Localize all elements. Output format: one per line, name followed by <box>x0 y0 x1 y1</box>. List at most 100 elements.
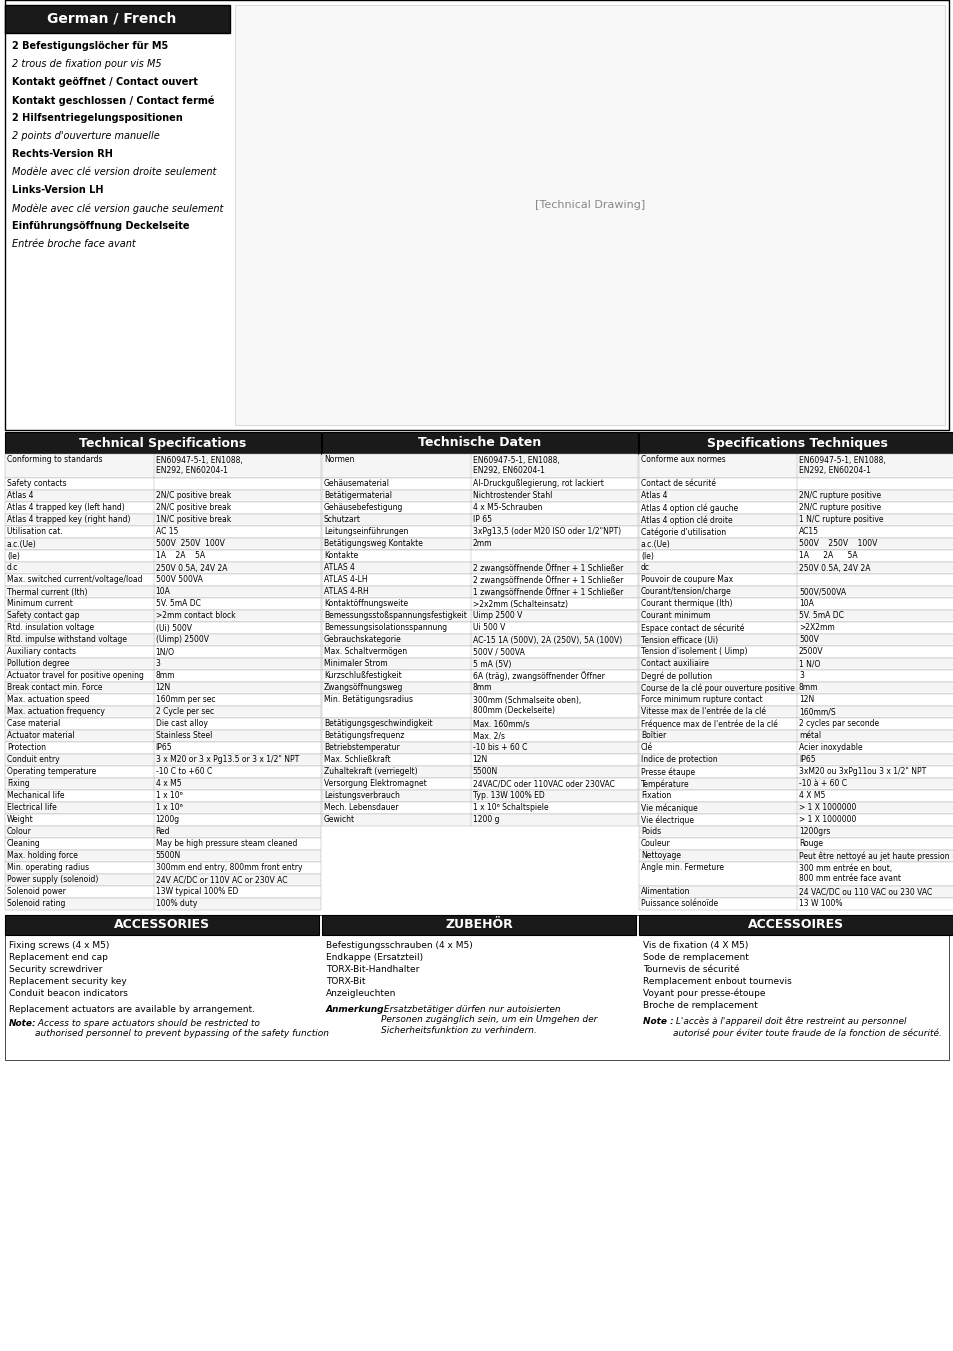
Text: 13W typical 100% ED: 13W typical 100% ED <box>155 888 237 897</box>
Bar <box>5 658 320 670</box>
Text: (le): (le) <box>640 551 653 561</box>
Text: Max. 160mm/s: Max. 160mm/s <box>472 720 529 728</box>
Text: Vitesse max de l'entrée de la clé: Vitesse max de l'entrée de la clé <box>640 708 765 716</box>
Text: 4 x M5-Schrauben: 4 x M5-Schrauben <box>472 504 541 512</box>
Text: Replacement security key: Replacement security key <box>9 977 127 986</box>
Text: Kurzschlußfestigkeit: Kurzschlußfestigkeit <box>324 671 401 681</box>
Bar <box>639 503 953 513</box>
Bar <box>5 915 318 935</box>
Bar <box>5 838 320 850</box>
Text: Case material: Case material <box>7 720 60 728</box>
Text: 12N: 12N <box>472 755 487 765</box>
Text: 10A: 10A <box>155 588 171 597</box>
Text: 2 zwangsöffnende Öffner + 1 Schließer: 2 zwangsöffnende Öffner + 1 Schließer <box>472 563 622 573</box>
Text: EN60947-5-1, EN1088,
EN292, EN60204-1: EN60947-5-1, EN1088, EN292, EN60204-1 <box>155 455 242 476</box>
Text: 1200grs: 1200grs <box>799 828 829 836</box>
Text: Actuator material: Actuator material <box>7 731 74 740</box>
Text: 1 x 10⁶ Schaltspiele: 1 x 10⁶ Schaltspiele <box>472 804 548 812</box>
Text: Contact auxiliaire: Contact auxiliaire <box>640 659 708 669</box>
Bar <box>5 538 320 550</box>
Text: Vis de fixation (4 X M5): Vis de fixation (4 X M5) <box>642 942 747 950</box>
Bar <box>639 634 953 646</box>
Text: Leitungseinführungen: Leitungseinführungen <box>324 527 408 536</box>
Bar <box>322 815 638 825</box>
Bar <box>5 513 320 526</box>
Text: EN60947-5-1, EN1088,
EN292, EN60204-1: EN60947-5-1, EN1088, EN292, EN60204-1 <box>472 455 558 476</box>
Text: Angle min. Fermeture: Angle min. Fermeture <box>640 863 723 873</box>
Text: 1A      2A      5A: 1A 2A 5A <box>799 551 857 561</box>
Text: 1200g: 1200g <box>155 816 179 824</box>
Text: métal: métal <box>799 731 821 740</box>
Text: 12N: 12N <box>155 684 171 693</box>
Text: Min. operating radius: Min. operating radius <box>7 863 89 873</box>
Text: d.c: d.c <box>7 563 18 573</box>
Text: 1 x 10⁶: 1 x 10⁶ <box>155 792 182 801</box>
Text: Température: Température <box>640 780 689 789</box>
Bar <box>5 754 320 766</box>
Text: Pollution degree: Pollution degree <box>7 659 70 669</box>
Text: 24 VAC/DC ou 110 VAC ou 230 VAC: 24 VAC/DC ou 110 VAC ou 230 VAC <box>799 888 931 897</box>
Text: Replacement actuators are available by arrangement.: Replacement actuators are available by a… <box>9 1005 254 1015</box>
Bar <box>639 825 953 838</box>
Text: Atlas 4 option clé gauche: Atlas 4 option clé gauche <box>640 504 738 513</box>
Bar <box>639 621 953 634</box>
Text: Boîtier: Boîtier <box>640 731 665 740</box>
Bar <box>322 670 638 682</box>
Text: 1 N/O: 1 N/O <box>799 659 820 669</box>
Bar <box>5 730 320 742</box>
Bar <box>322 646 638 658</box>
Text: Betätigermaterial: Betätigermaterial <box>324 492 392 500</box>
Bar <box>5 432 320 454</box>
Text: 160mm per sec: 160mm per sec <box>155 696 214 704</box>
Bar <box>5 898 320 911</box>
Text: Befestigungsschrauben (4 x M5): Befestigungsschrauben (4 x M5) <box>326 942 473 950</box>
Text: 2N/C rupture positive: 2N/C rupture positive <box>799 492 881 500</box>
Text: Presse étaupe: Presse étaupe <box>640 767 695 777</box>
Bar <box>5 0 948 430</box>
Text: 5V. 5mA DC: 5V. 5mA DC <box>799 612 843 620</box>
Text: Atlas 4 option clé droite: Atlas 4 option clé droite <box>640 516 732 526</box>
Bar <box>639 490 953 503</box>
Bar <box>5 621 320 634</box>
Text: 13 W 100%: 13 W 100% <box>799 900 841 908</box>
Bar <box>639 478 953 490</box>
Text: Einführungsöffnung Deckelseite: Einführungsöffnung Deckelseite <box>12 222 190 231</box>
Text: Kontakte: Kontakte <box>324 551 358 561</box>
Text: Courant minimum: Courant minimum <box>640 612 710 620</box>
Text: Puissance solénoïde: Puissance solénoïde <box>640 900 718 908</box>
Text: 2N/C rupture positive: 2N/C rupture positive <box>799 504 881 512</box>
Text: (le): (le) <box>7 551 20 561</box>
Text: 300mm (Schmalseite oben),
800mm (Deckelseite): 300mm (Schmalseite oben), 800mm (Deckels… <box>472 696 580 715</box>
Text: Normen: Normen <box>324 455 354 465</box>
Bar <box>5 886 320 898</box>
Text: Courant thermique (Ith): Courant thermique (Ith) <box>640 600 732 608</box>
Text: Course de la clé pour ouverture positive: Course de la clé pour ouverture positive <box>640 684 794 693</box>
Text: Broche de remplacement: Broche de remplacement <box>642 1001 757 1011</box>
Text: Technical Specifications: Technical Specifications <box>79 436 247 450</box>
Text: EN60947-5-1, EN1088,
EN292, EN60204-1: EN60947-5-1, EN1088, EN292, EN60204-1 <box>799 455 884 476</box>
Text: Gehäusebefestigung: Gehäusebefestigung <box>324 504 403 512</box>
Text: 500V: 500V <box>799 635 818 644</box>
Text: Degré de pollution: Degré de pollution <box>640 671 711 681</box>
Text: Links-Version LH: Links-Version LH <box>12 185 103 195</box>
Text: Poids: Poids <box>640 828 660 836</box>
Text: a.c.(Ue): a.c.(Ue) <box>640 539 670 549</box>
Text: 1N/C positive break: 1N/C positive break <box>155 516 231 524</box>
Text: Replacement end cap: Replacement end cap <box>9 952 108 962</box>
Text: Auxiliary contacts: Auxiliary contacts <box>7 647 76 657</box>
Text: [Technical Drawing]: [Technical Drawing] <box>535 200 644 209</box>
Text: 160mm/S: 160mm/S <box>799 708 835 716</box>
Text: Utilisation cat.: Utilisation cat. <box>7 527 63 536</box>
Text: Atlas 4: Atlas 4 <box>7 492 33 500</box>
Text: Acier inoxydable: Acier inoxydable <box>799 743 862 753</box>
Text: Electrical life: Electrical life <box>7 804 56 812</box>
Text: Min. Betätigungsradius: Min. Betätigungsradius <box>324 696 413 704</box>
Text: Technische Daten: Technische Daten <box>418 436 541 450</box>
Bar <box>5 717 320 730</box>
Text: Max. Schließkraft: Max. Schließkraft <box>324 755 390 765</box>
Text: 10A: 10A <box>799 600 813 608</box>
Bar <box>234 5 944 426</box>
Text: ATLAS 4-LH: ATLAS 4-LH <box>324 576 367 585</box>
Text: TORX-Bit-Handhalter: TORX-Bit-Handhalter <box>326 965 419 974</box>
Bar <box>322 513 638 526</box>
